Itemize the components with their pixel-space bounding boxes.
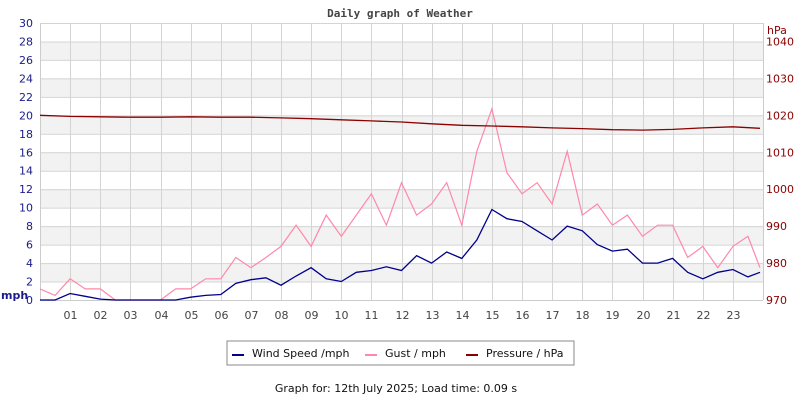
x-tick-label: 07 xyxy=(245,309,259,322)
y-tick-label: 20 xyxy=(19,109,33,122)
y-tick-label: 2 xyxy=(26,276,33,289)
y-tick-label: 0 xyxy=(26,294,33,307)
x-tick-label: 21 xyxy=(667,309,681,322)
grid-band xyxy=(40,226,763,245)
grid-band xyxy=(40,189,763,208)
x-tick-label: 13 xyxy=(426,309,440,322)
grid-band xyxy=(40,41,763,60)
x-tick-label: 01 xyxy=(64,309,78,322)
y-tick-label: 18 xyxy=(19,128,33,141)
x-tick-label: 16 xyxy=(516,309,530,322)
y2-tick-label: 1000 xyxy=(766,183,794,196)
y-axis-label: mph xyxy=(1,289,28,302)
grid-lines xyxy=(40,23,764,301)
footer-text: Graph for: 12th July 2025; Load time: 0.… xyxy=(275,382,518,395)
y-tick-label: 4 xyxy=(26,257,33,270)
x-tick-label: 23 xyxy=(727,309,741,322)
x-tick-label: 14 xyxy=(456,309,470,322)
legend-label: Pressure / hPa xyxy=(486,347,564,360)
grid-band xyxy=(40,263,763,282)
x-tick-label: 05 xyxy=(185,309,199,322)
y2-tick-label: 1010 xyxy=(766,146,794,159)
y2-tick-label: 1040 xyxy=(766,35,794,48)
x-tick-label: 15 xyxy=(486,309,500,322)
x-tick-label: 22 xyxy=(697,309,711,322)
grid-band xyxy=(40,115,763,134)
y-tick-label: 16 xyxy=(19,146,33,159)
plot-bands xyxy=(40,23,763,300)
x-tick-label: 17 xyxy=(546,309,560,322)
y2-axis-label: hPa xyxy=(767,24,787,37)
grid-band xyxy=(40,152,763,171)
y-tick-label: 22 xyxy=(19,91,33,104)
y2-tick-label: 990 xyxy=(766,220,787,233)
y-tick-label: 14 xyxy=(19,165,33,178)
series-line-wind-speed-mph xyxy=(40,208,761,301)
x-tick-label: 10 xyxy=(335,309,349,322)
legend-label: Wind Speed /mph xyxy=(252,347,350,360)
x-tick-label: 03 xyxy=(124,309,138,322)
series-line-pressure-hpa xyxy=(39,114,761,131)
x-tick-label: 12 xyxy=(396,309,410,322)
x-tick-label: 04 xyxy=(155,309,169,322)
x-tick-label: 02 xyxy=(94,309,108,322)
x-tick-label: 20 xyxy=(637,309,651,322)
x-tick-label: 19 xyxy=(606,309,620,322)
y-tick-label: 12 xyxy=(19,183,33,196)
legend: Wind Speed /mph Gust / mph Pressure / hPa xyxy=(226,340,575,366)
x-tick-label: 06 xyxy=(215,309,229,322)
series-lines xyxy=(39,106,761,301)
y-tick-label: 26 xyxy=(19,54,33,67)
y-tick-label: 10 xyxy=(19,202,33,215)
x-axis: 01 02 03 04 05 06 07 08 09 10 11 12 13 14 15 16 17 18 19 20… xyxy=(64,309,741,322)
y2-tick-label: 980 xyxy=(766,257,787,270)
grid-band xyxy=(40,78,763,97)
y2-tick-label: 1030 xyxy=(766,72,794,85)
y-tick-label: 28 xyxy=(19,35,33,48)
legend-label: Gust / mph xyxy=(385,347,446,360)
x-tick-label: 18 xyxy=(576,309,590,322)
y-tick-label: 8 xyxy=(26,220,33,233)
y-tick-label: 30 xyxy=(19,17,33,30)
y2-tick-label: 970 xyxy=(766,294,787,307)
x-tick-label: 11 xyxy=(365,309,379,322)
legend-box xyxy=(226,340,575,366)
y-tick-label: 6 xyxy=(26,239,33,252)
x-tick-label: 09 xyxy=(305,309,319,322)
y-tick-label: 24 xyxy=(19,72,33,85)
x-tick-label: 08 xyxy=(275,309,289,322)
y2-tick-label: 1020 xyxy=(766,109,794,122)
y-axis-right: 970 980 990 1000 1010 1020 1030 1040 xyxy=(766,35,794,307)
chart-title: Daily graph of Weather xyxy=(327,7,473,20)
